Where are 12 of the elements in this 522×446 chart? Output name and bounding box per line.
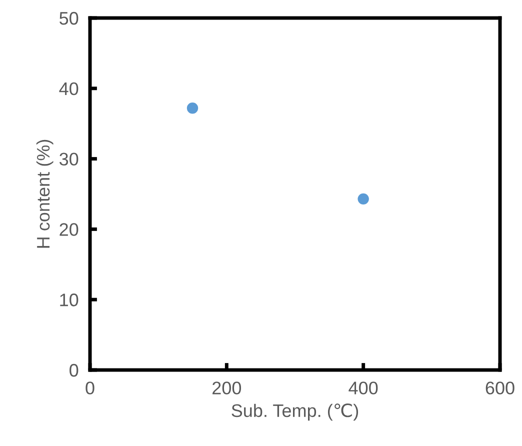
y-tick-label: 20 xyxy=(60,223,78,236)
x-tick-label: 400 xyxy=(348,382,378,394)
y-tick-label: 0 xyxy=(70,364,78,377)
x-axis-title: Sub. Temp. (℃) xyxy=(232,404,358,421)
y-tick-label: 30 xyxy=(59,152,78,166)
y-tick-label: 50 xyxy=(60,12,78,25)
y-tick-label: 10 xyxy=(60,294,78,306)
y-tick-label: 40 xyxy=(59,82,78,96)
x-tick-label: 0 xyxy=(86,382,94,394)
x-tick-label: 600 xyxy=(486,382,514,394)
x-tick-label: 200 xyxy=(212,382,242,394)
y-axis-title: H content (%) xyxy=(36,140,54,248)
